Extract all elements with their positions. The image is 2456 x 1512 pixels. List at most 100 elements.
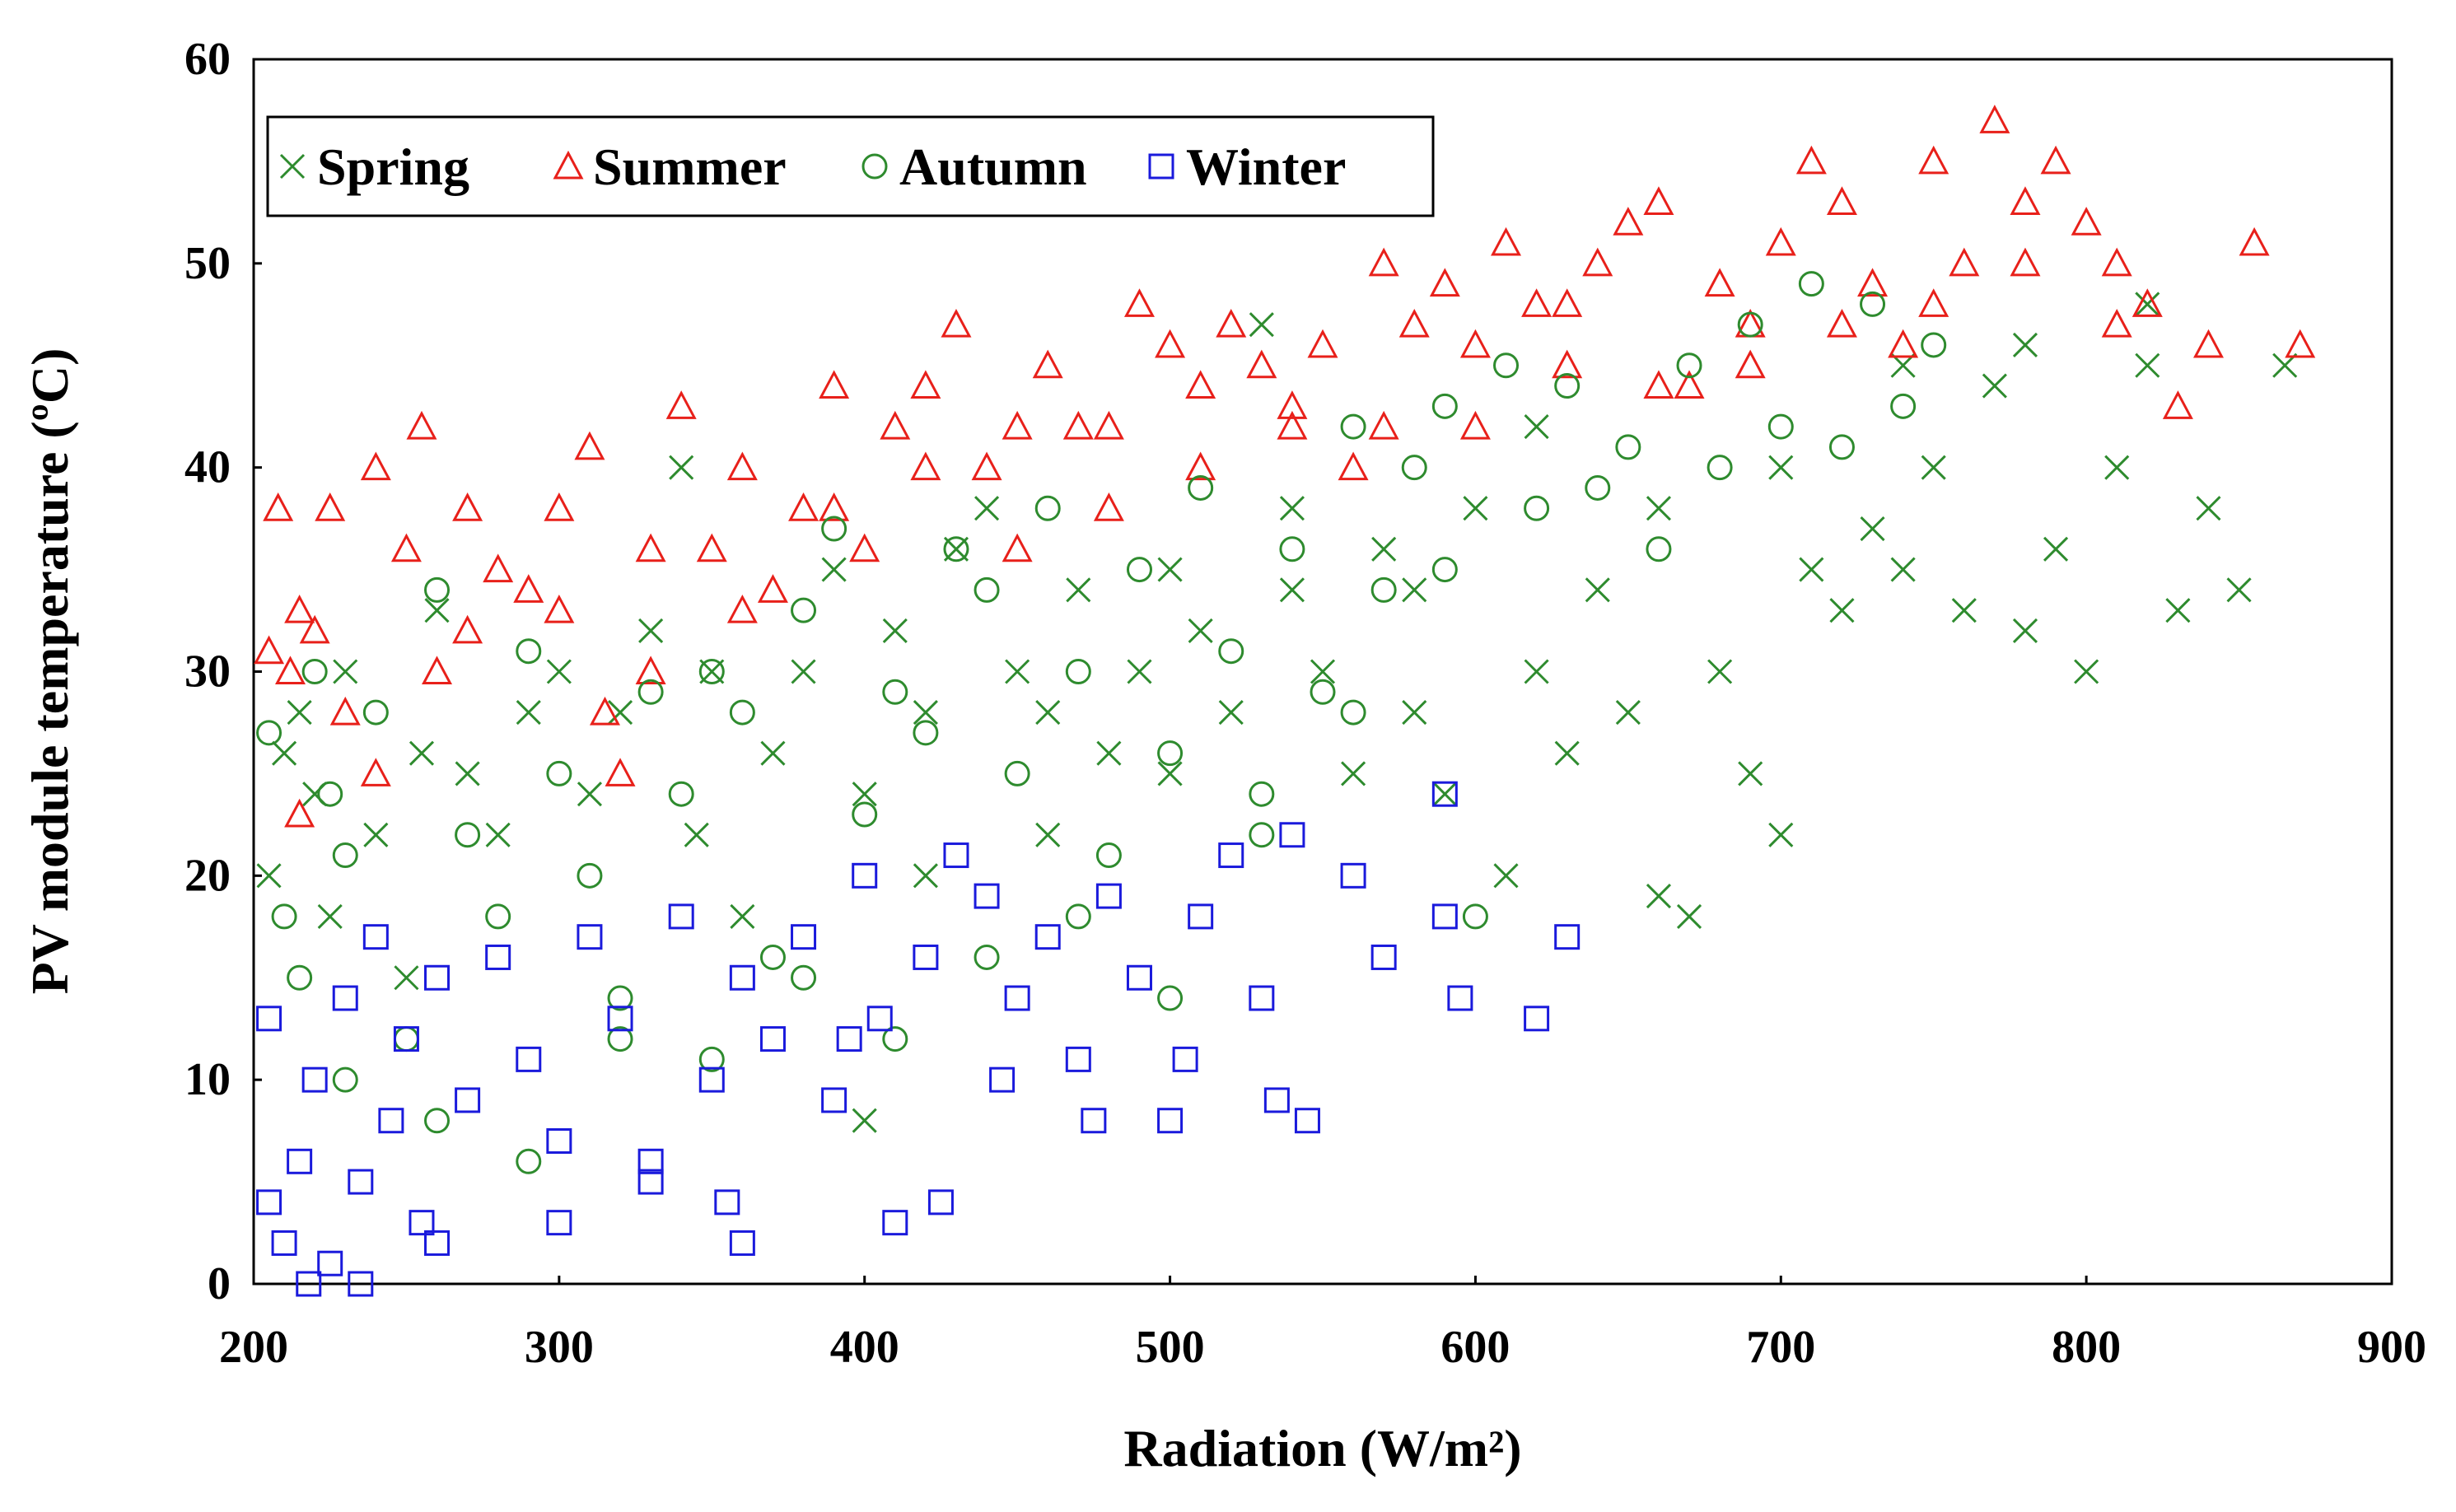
summer-point — [2010, 186, 2041, 215]
autumn-point — [1340, 413, 1366, 440]
spring-point — [485, 822, 511, 847]
autumn-point — [1249, 781, 1275, 807]
winter-point — [1218, 842, 1244, 869]
winter-point — [1249, 985, 1275, 1011]
spring-point — [1768, 455, 1794, 480]
summer-point — [1002, 533, 1033, 562]
spring-point — [791, 659, 816, 684]
legend-item-summer: Summer — [553, 138, 787, 196]
winter-point — [256, 1006, 282, 1032]
autumn-point — [974, 576, 1000, 603]
spring-point — [2012, 332, 2038, 358]
legend-marker-autumn — [861, 153, 888, 180]
legend-label-winter: Winter — [1186, 138, 1346, 196]
autumn-point — [1462, 903, 1488, 930]
legend-marker-summer — [553, 150, 584, 180]
winter-point — [1065, 1046, 1091, 1072]
summer-point — [315, 492, 346, 521]
spring-point — [882, 618, 908, 643]
summer-point — [1826, 308, 1857, 338]
autumn-point — [1524, 495, 1550, 521]
winter-point — [1340, 862, 1366, 889]
summer-point — [1979, 105, 2010, 133]
x-tick-label: 600 — [1440, 1322, 1510, 1373]
summer-point — [574, 431, 605, 460]
y-tick-label: 20 — [184, 850, 231, 901]
winter-point — [1126, 964, 1152, 991]
summer-point — [2239, 226, 2270, 256]
x-tick-label: 200 — [219, 1322, 288, 1373]
summer-point — [726, 451, 758, 481]
summer-point — [2101, 308, 2132, 338]
summer-point — [819, 492, 850, 521]
autumn-point — [1401, 455, 1427, 481]
x-tick-label: 900 — [2357, 1322, 2426, 1373]
legend-frame — [266, 115, 1435, 217]
autumn-point — [1218, 638, 1244, 665]
spring-point — [1157, 557, 1183, 582]
winter-point — [821, 1087, 847, 1113]
spring-point — [1127, 659, 1152, 684]
winter-point — [317, 1250, 343, 1276]
y-axis-title: PV module temperature (ºC) — [21, 348, 79, 995]
spring-point — [1890, 557, 1916, 582]
summer-point — [1032, 349, 1063, 379]
spring-point — [455, 761, 480, 786]
x-axis-ticks: 200 300 400 500 600 700 800 900 — [219, 1276, 2426, 1373]
spring-point — [821, 557, 847, 582]
spring-point — [1646, 496, 1672, 521]
winter-point — [1157, 1108, 1184, 1134]
autumn-point — [1126, 557, 1152, 583]
summer-point — [1826, 186, 1857, 215]
summer-point — [1491, 226, 1522, 256]
spring-point — [1554, 740, 1580, 766]
spring-point — [1096, 740, 1122, 766]
spring-point — [2012, 618, 2038, 643]
summer-point — [605, 758, 636, 786]
series-summer — [254, 105, 2316, 828]
winter-point — [485, 944, 511, 970]
summer-point — [1888, 329, 1919, 358]
autumn-point — [332, 1066, 358, 1093]
autumn-point — [607, 1026, 633, 1052]
summer-point — [1398, 308, 1430, 338]
summer-point — [1368, 247, 1399, 277]
spring-point — [1799, 557, 1824, 582]
summer-point — [422, 656, 453, 684]
winter-point — [546, 1210, 572, 1236]
summer-point — [544, 594, 575, 623]
spring-point — [1310, 659, 1336, 684]
autumn-point — [698, 1046, 725, 1072]
summer-point — [1949, 247, 1980, 277]
autumn-point — [393, 1026, 419, 1052]
spring-point — [2074, 659, 2099, 684]
spring-point — [913, 863, 938, 889]
spring-point — [1463, 496, 1488, 521]
summer-point — [360, 758, 391, 786]
summer-point — [1674, 370, 1705, 399]
autumn-point — [974, 944, 1000, 970]
winter-point — [698, 1066, 725, 1093]
spring-point — [2165, 598, 2191, 623]
autumn-point — [1157, 985, 1184, 1011]
autumn-point — [1370, 576, 1397, 603]
spring-point — [1005, 659, 1030, 684]
spring-point — [1951, 598, 1977, 623]
winter-point — [637, 1148, 664, 1174]
summer-point — [1735, 349, 1766, 379]
autumn-point — [287, 964, 313, 991]
summer-point — [2162, 390, 2193, 419]
autumn-point — [943, 536, 969, 562]
spring-point — [546, 659, 572, 684]
winter-point — [393, 1026, 419, 1052]
x-tick-label: 700 — [1746, 1322, 1815, 1373]
summer-point — [452, 614, 483, 644]
autumn-point — [362, 699, 389, 726]
spring-point — [1493, 863, 1519, 889]
summer-point — [1123, 288, 1155, 317]
winter-point — [1447, 985, 1473, 1011]
autumn-point — [455, 822, 481, 848]
spring-point — [607, 700, 633, 726]
autumn-point — [913, 720, 939, 746]
spring-point — [272, 740, 297, 766]
